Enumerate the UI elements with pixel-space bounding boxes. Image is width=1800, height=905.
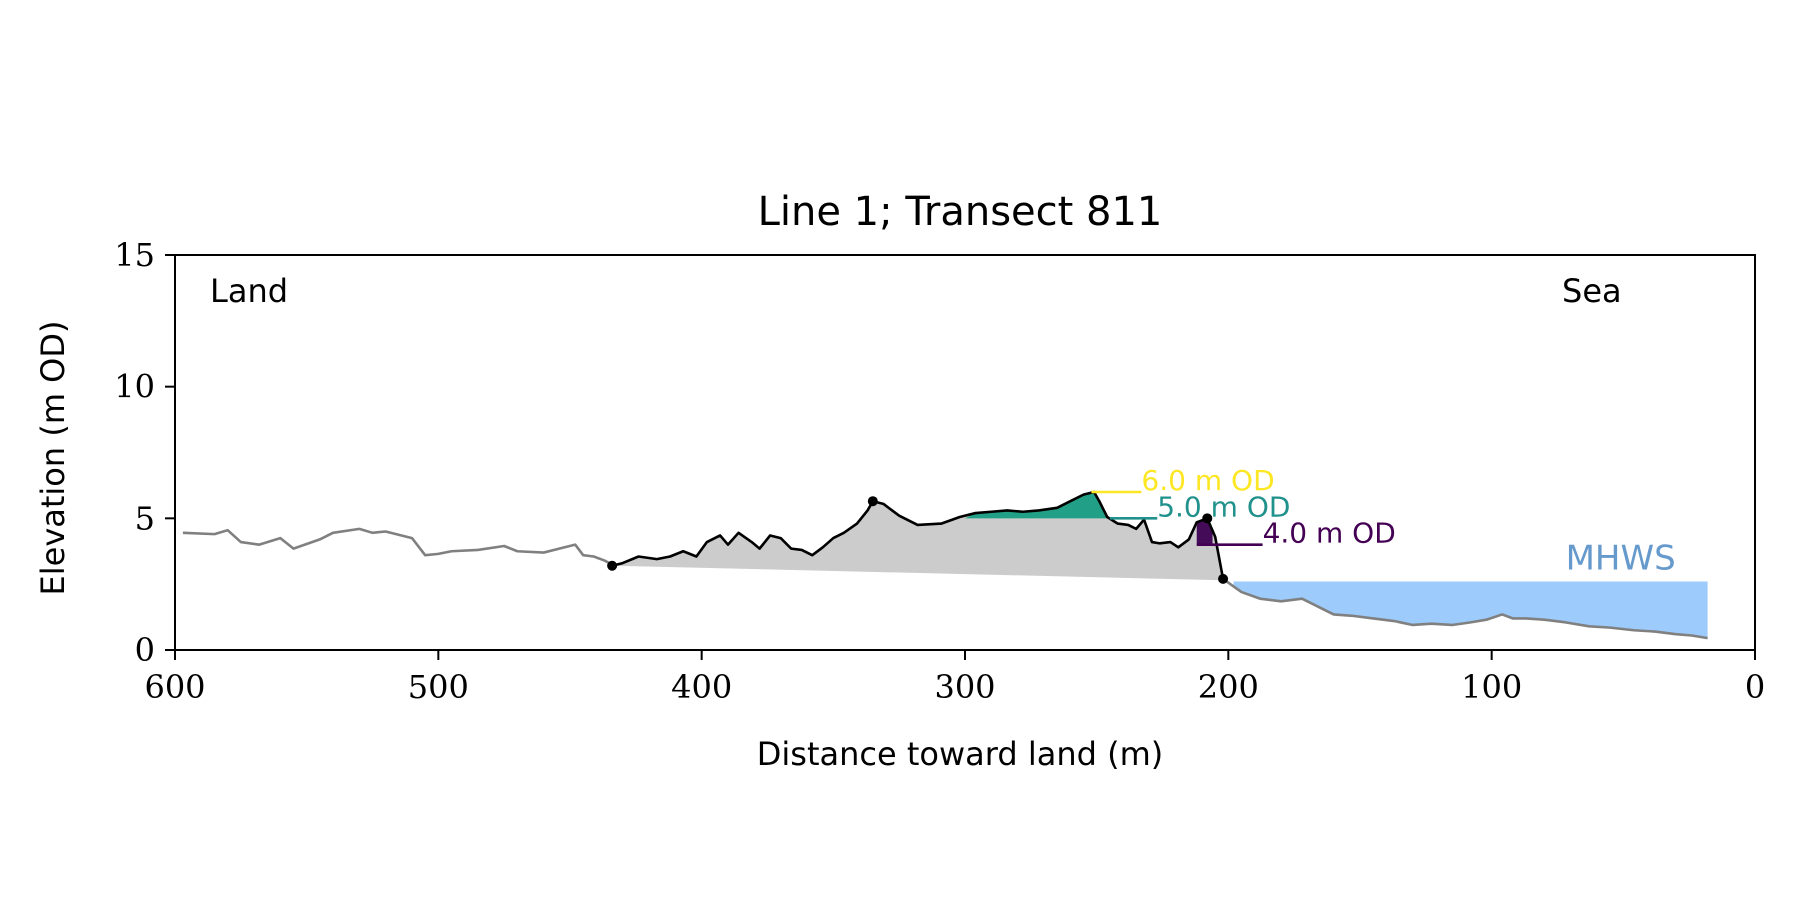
- land-corner-label: Land: [210, 272, 288, 310]
- level-fill-4m: [1196, 518, 1213, 545]
- barrier-profile-line: [611, 490, 1225, 580]
- level-marker-layer: MHWS 6.0 m OD5.0 m OD4.0 m OD: [1091, 464, 1676, 579]
- y-tick-label: 5: [135, 499, 155, 537]
- marker-layer: [607, 496, 1229, 584]
- profile-marker-4: [1218, 573, 1229, 584]
- x-tick-label: 400: [671, 668, 732, 706]
- profile-marker-3: [1202, 513, 1213, 524]
- x-tick-label: 0: [1745, 668, 1765, 706]
- x-tick-label: 500: [408, 668, 469, 706]
- barrier-volume-fill: [612, 492, 1224, 581]
- level-fill-5m: [965, 492, 1110, 519]
- x-tick-label: 100: [1461, 668, 1522, 706]
- x-tick-label: 200: [1198, 668, 1259, 706]
- y-axis-label: Elevation (m OD): [34, 321, 72, 596]
- level-label-5: 5.0 m OD: [1157, 490, 1290, 523]
- sea-corner-label: Sea: [1562, 272, 1622, 310]
- level-label-6: 6.0 m OD: [1141, 464, 1274, 497]
- x-axis-label: Distance toward land (m): [757, 735, 1163, 773]
- x-tick-label: 600: [144, 668, 205, 706]
- mhws-water-fill: [1233, 581, 1708, 639]
- y-tick-label: 15: [114, 236, 155, 274]
- chart-title: Line 1; Transect 811: [758, 189, 1163, 235]
- seaward-profile-line: [1222, 577, 1708, 640]
- tick-layer: 600 500 400 300 200 100 0 0 5 10 15: [114, 236, 1765, 706]
- landward-profile-line: [182, 527, 616, 567]
- level-label-4: 4.0 m OD: [1263, 517, 1396, 550]
- profile-marker-1: [607, 560, 618, 571]
- mhws-label: MHWS: [1566, 539, 1676, 579]
- y-tick-label: 0: [135, 631, 155, 669]
- profile-marker-2: [867, 496, 878, 507]
- y-tick-label: 10: [114, 368, 155, 406]
- line-layer: [182, 490, 1708, 640]
- x-tick-label: 300: [934, 668, 995, 706]
- fill-layer: [612, 492, 1708, 639]
